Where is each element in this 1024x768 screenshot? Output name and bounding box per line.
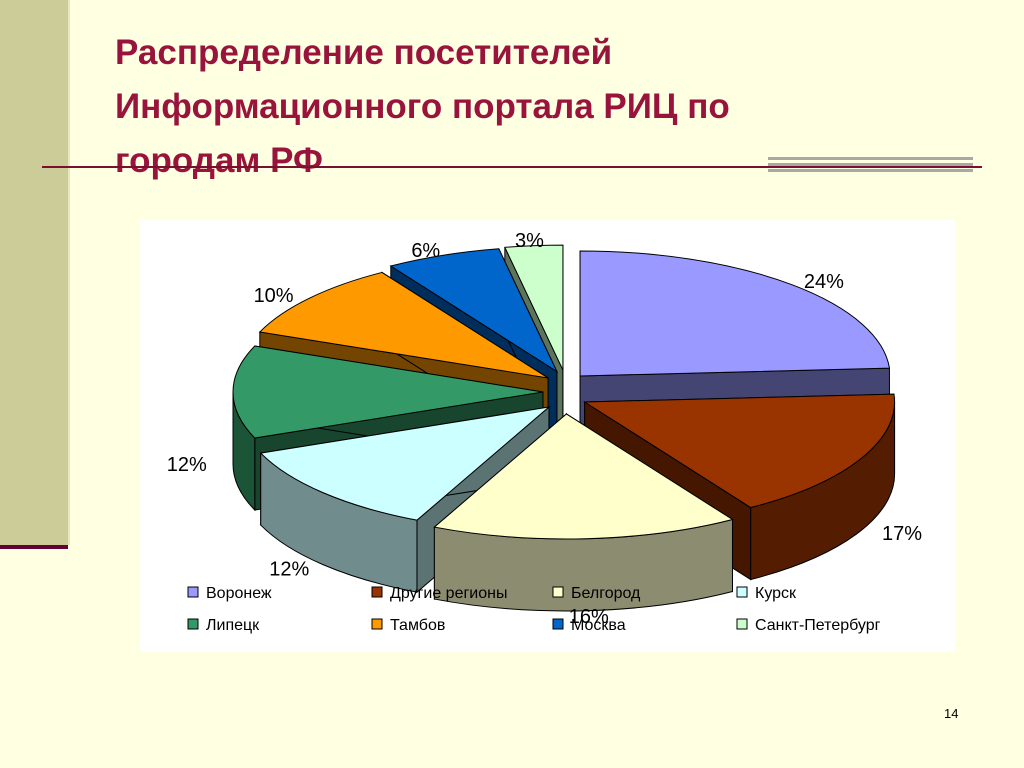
chart-panel: 24% 17% 16% 12% 12% 10% 6% 3% Воронеж Другие рег… — [140, 220, 955, 652]
legend-swatch-6 — [552, 618, 564, 630]
legend-swatch-1 — [371, 586, 383, 598]
legend-swatch-2 — [552, 586, 564, 598]
legend-label-5: Тамбов — [390, 617, 445, 634]
legend-label-6: Москва — [571, 617, 626, 634]
pie-label-1: 17% — [882, 523, 922, 545]
legend-item-4: Липецк — [187, 617, 260, 634]
pie-chart: 24% 17% 16% 12% 12% 10% 6% 3% Воронеж Другие рег… — [167, 230, 922, 634]
legend-label-1: Другие регионы — [390, 585, 507, 602]
legend-item-3: Курск — [736, 585, 797, 602]
legend-label-0: Воронеж — [206, 585, 272, 602]
pie-slice-2 — [433, 412, 734, 612]
pie-label-7: 3% — [515, 230, 544, 252]
legend-label-3: Курск — [755, 585, 797, 602]
legend-swatch-0 — [187, 586, 199, 598]
title-rule — [42, 166, 982, 168]
legend-swatch-5 — [371, 618, 383, 630]
left-decor-band — [0, 0, 68, 545]
legend-item-7: Санкт-Петербург — [736, 617, 881, 634]
pie-label-0: 24% — [804, 271, 844, 293]
pie-label-2: 16% — [569, 606, 609, 628]
title-rule-accent — [768, 157, 973, 179]
legend-swatch-3 — [736, 586, 748, 598]
pie-label-5: 10% — [254, 285, 294, 307]
left-decor-line — [0, 545, 68, 549]
legend-item-0: Воронеж — [187, 585, 272, 602]
slide-title: Распределение посетителей Информационног… — [115, 33, 730, 180]
legend-item-5: Тамбов — [371, 617, 445, 634]
pie-label-3: 12% — [269, 558, 309, 580]
page-number: 14 — [944, 706, 959, 721]
pie-label-4: 12% — [167, 454, 207, 476]
left-decor-divider — [68, 0, 70, 545]
legend-item-6: Москва — [552, 617, 626, 634]
legend-swatch-4 — [187, 618, 199, 630]
legend-label-7: Санкт-Петербург — [755, 617, 881, 634]
legend-label-4: Липецк — [206, 617, 260, 634]
pie-label-6: 6% — [411, 240, 440, 262]
legend-item-1: Другие регионы — [371, 585, 507, 602]
legend-item-2: Белгород — [552, 585, 641, 602]
legend-label-2: Белгород — [571, 585, 641, 602]
legend-swatch-7 — [736, 618, 748, 630]
